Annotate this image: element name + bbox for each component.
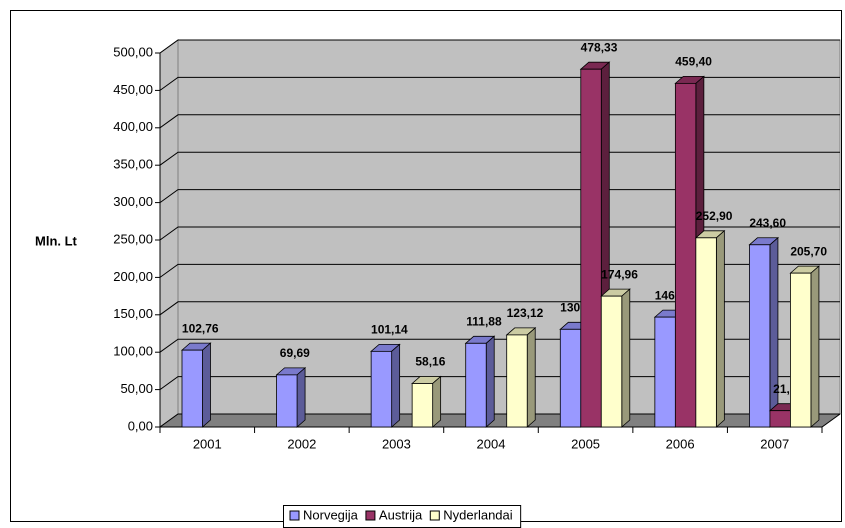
legend-swatch <box>429 510 440 521</box>
bar-side <box>810 265 820 428</box>
data-label: 111,88 <box>466 314 502 328</box>
x-tick-label: 2006 <box>666 436 695 451</box>
legend-swatch <box>365 510 376 521</box>
bar-side <box>432 375 442 428</box>
bar <box>790 272 812 428</box>
x-axis-edge <box>821 413 841 428</box>
x-tick-label: 2002 <box>287 436 316 451</box>
y-tick-label: 150,00 <box>113 306 153 321</box>
data-label: 58,16 <box>415 355 445 369</box>
bar <box>506 334 528 428</box>
data-label: 243,60 <box>749 216 786 230</box>
data-label: 174,96 <box>601 267 638 281</box>
grid-line <box>159 189 840 204</box>
bar-side <box>391 343 401 428</box>
y-tick-label: 350,00 <box>113 157 153 172</box>
bar <box>769 410 791 428</box>
bar <box>370 350 393 428</box>
bar-side <box>769 236 779 428</box>
grid-line <box>159 114 840 129</box>
bar-side <box>715 229 725 428</box>
data-label: 123,12 <box>507 306 544 320</box>
legend: Norvegija Austrija Nyderlandai <box>283 505 522 528</box>
data-label: 252,90 <box>696 209 733 223</box>
y-tick-label: 200,00 <box>113 269 153 284</box>
bar <box>749 244 771 428</box>
y-tick-label: 50,00 <box>120 381 153 396</box>
bar <box>674 82 697 428</box>
bar <box>580 68 602 428</box>
bar-side <box>621 288 631 428</box>
y-axis-label: Mln. Lt <box>35 233 78 248</box>
data-label: 478,33 <box>581 40 618 54</box>
y-tick-label: 100,00 <box>113 344 153 359</box>
bar-side <box>202 342 211 428</box>
y-tick-label: 500,00 <box>113 44 153 59</box>
bar <box>411 383 434 428</box>
bar <box>276 374 298 428</box>
data-label: 101,14 <box>371 323 408 337</box>
grid-line <box>159 39 840 54</box>
grid-line <box>159 76 840 91</box>
x-tick-label: 2007 <box>760 436 789 451</box>
data-label: 102,76 <box>182 321 219 335</box>
bar <box>654 316 676 428</box>
y-tick-label: 400,00 <box>113 119 153 134</box>
bar <box>559 328 582 428</box>
legend-label: Norvegija <box>303 507 359 522</box>
y-tick-label: 450,00 <box>113 82 153 97</box>
bar <box>600 295 623 428</box>
x-tick-label: 2005 <box>571 436 600 451</box>
floor <box>158 413 842 428</box>
bar-side <box>485 335 495 428</box>
data-label: 69,69 <box>280 346 310 360</box>
x-tick-label: 2001 <box>193 436 222 451</box>
data-label: 459,40 <box>675 55 712 69</box>
grid-line <box>159 226 840 241</box>
data-label: 205,70 <box>790 244 827 258</box>
legend-label: Austrija <box>379 507 423 522</box>
y-tick-label: 250,00 <box>113 231 153 246</box>
grid-line <box>159 151 840 166</box>
bar <box>695 237 717 428</box>
legend-label: Nyderlandai <box>443 507 512 522</box>
bar <box>465 342 487 428</box>
bar-side <box>296 366 306 428</box>
legend-swatch <box>289 510 300 521</box>
bar <box>181 349 203 428</box>
x-tick-label: 2004 <box>477 436 506 451</box>
y-tick-label: 300,00 <box>113 194 153 209</box>
grid-line <box>159 263 840 278</box>
x-tick-label: 2003 <box>382 436 411 451</box>
y-tick-label: 0,00 <box>128 418 153 433</box>
bar-side <box>526 327 536 428</box>
